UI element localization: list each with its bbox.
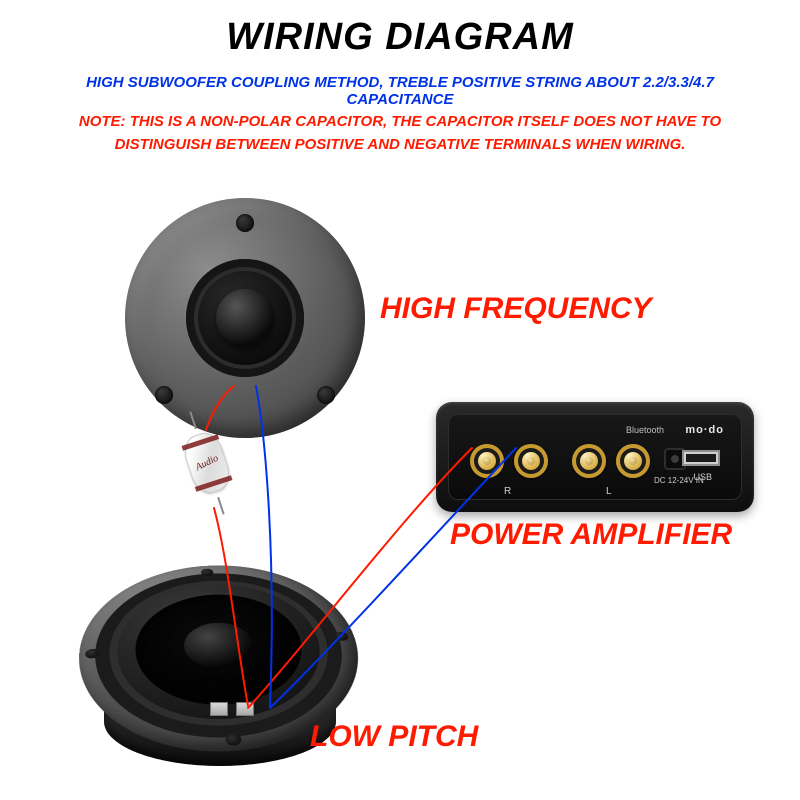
amp-rca-label-l: L [606, 486, 612, 497]
amp-rca-label-r: R [504, 486, 511, 497]
tweeter-screw [155, 386, 173, 404]
amp-rca-jack [572, 444, 606, 478]
power-amplifier: mo·do Bluetooth R L DC 12-24V IN USB [436, 402, 754, 512]
amp-rear-panel: mo·do Bluetooth R L DC 12-24V IN USB [448, 414, 742, 500]
wiring-diagram-page: WIRING DIAGRAM HIGH SUBWOOFER COUPLING M… [0, 0, 800, 800]
tweeter-speaker [125, 198, 365, 438]
page-title: WIRING DIAGRAM [0, 16, 800, 59]
subtitle-text: HIGH SUBWOOFER COUPLING METHOD, TREBLE P… [40, 74, 760, 108]
woofer-terminal [210, 702, 228, 716]
amp-bluetooth-label: Bluetooth [626, 425, 664, 435]
note-text: NOTE: THIS IS A NON-POLAR CAPACITOR, THE… [60, 110, 740, 157]
amp-usb-label: USB [693, 472, 712, 482]
amp-rca-jack [470, 444, 504, 478]
amp-usb-port [682, 450, 720, 466]
label-low-pitch: LOW PITCH [310, 720, 478, 754]
amp-rca-jack [616, 444, 650, 478]
label-high-frequency: HIGH FREQUENCY [380, 292, 652, 326]
tweeter-screw [317, 386, 335, 404]
tweeter-dome [216, 289, 274, 347]
amp-brand-label: mo·do [685, 424, 724, 436]
label-power-amplifier: POWER AMPLIFIER [450, 518, 732, 552]
amp-rca-jack [514, 444, 548, 478]
tweeter-screw [236, 214, 254, 232]
woofer-terminal [236, 702, 254, 716]
